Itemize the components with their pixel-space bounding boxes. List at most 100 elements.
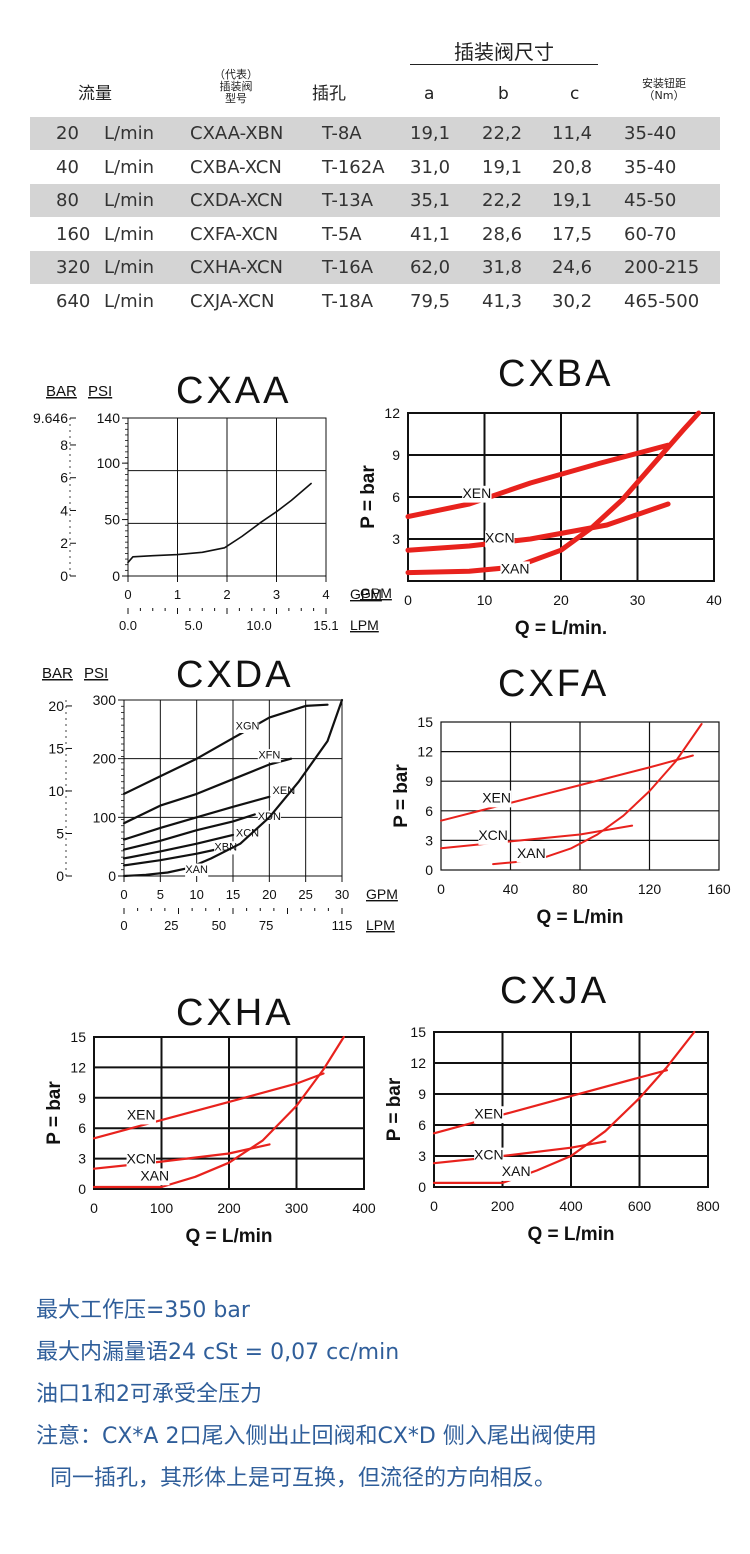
y-unit-bar: BAR — [46, 383, 77, 400]
col-header-torque: 安装钮距 （Nm） — [626, 78, 702, 102]
y-tick-label: 3 — [418, 1148, 426, 1164]
x-tick-label: 1 — [174, 587, 181, 602]
series-label-bg — [126, 1107, 156, 1125]
cell-flow: 80 — [56, 190, 79, 211]
size-group-underline — [410, 64, 598, 65]
series-line-xan — [122, 698, 344, 878]
series-label: XCN — [478, 827, 508, 843]
psi-tick-label: 100 — [93, 809, 117, 825]
series-line-xbn — [122, 847, 220, 867]
cell-flow: 640 — [56, 290, 91, 312]
x-tick-label: 200 — [491, 1198, 515, 1214]
col-header-c: c — [570, 84, 580, 104]
cell-cavity: T-16A — [322, 257, 374, 278]
size-group-header: 插装阀尺寸 — [454, 40, 554, 64]
cell-a: 62,0 — [410, 257, 451, 278]
x-tick-label: 200 — [217, 1200, 241, 1216]
table-row: 160 L/min CXFA-XCN T-5A 41,1 28,6 17,5 60-70 — [30, 218, 720, 251]
cell-torque: 60-70 — [624, 223, 677, 245]
x-tick-label: 4 — [322, 587, 329, 602]
x-tick-label: 100 — [150, 1200, 174, 1216]
series-line-xgn — [122, 703, 329, 795]
col-header-b: b — [498, 84, 509, 104]
y-tick-label: 9 — [78, 1090, 86, 1106]
charts-canvas: 0 1 2 3 40.0 5.0 10.0 15.1GPMLPM1401005009.6468… — [33, 383, 731, 1247]
torque-header-line1: 安装钮距 — [642, 77, 686, 90]
y-tick-label: 3 — [78, 1151, 86, 1167]
bar-tick-label: 20 — [48, 698, 64, 714]
y-unit-psi: PSI — [88, 383, 112, 400]
cell-cavity: T-8A — [322, 123, 362, 144]
col-header-a: a — [424, 84, 435, 104]
bar-tick-label: 8 — [60, 437, 68, 453]
y-tick-label: 3 — [392, 531, 400, 547]
model-header-line1: （代表） — [214, 68, 258, 81]
y-axis-title: P = bar — [358, 465, 379, 529]
cell-a: 19,1 — [410, 123, 451, 144]
table-row: 320 L/min CXHA-XCN T-16A 62,0 31,8 24,6 200-215 — [30, 251, 720, 284]
series-line-curve — [127, 482, 312, 564]
y-tick-label: 6 — [425, 803, 433, 819]
x-axis-title: Q = L/min. — [515, 618, 607, 639]
chart-title-cxha: CXHA — [176, 992, 294, 1034]
bar-tick-label: 6 — [60, 470, 68, 486]
cell-b: 22,2 — [482, 190, 523, 211]
cell-model: CXDA-XCN — [190, 190, 284, 211]
note-leakage: 最大内漏量语24 cSt = 0,07 cc/min — [36, 1340, 400, 1365]
series-line-xen — [432, 1069, 668, 1135]
cell-a: 79,5 — [410, 290, 451, 312]
y-tick-label: 15 — [417, 714, 433, 730]
x-tick-label: 20 — [553, 592, 569, 608]
torque-header-line2: （Nm） — [643, 89, 685, 102]
y-tick-label: 3 — [425, 832, 433, 848]
y-unit-bar: BAR — [42, 665, 73, 682]
cell-model: CXAA-XBN — [190, 123, 284, 144]
cell-cavity: T-162A — [322, 156, 385, 178]
lpm-tick-label: 50 — [212, 918, 226, 933]
series-line-xcn — [122, 833, 235, 860]
lpm-tick-label: 0.0 — [119, 618, 137, 633]
x-tick-label: 80 — [572, 881, 588, 897]
cell-b: 19,1 — [482, 156, 523, 178]
bar-tick-label: 0 — [56, 868, 64, 884]
cell-b: 41,3 — [482, 290, 523, 312]
chart-cxaa: 0 1 2 3 4 0.0 5.0 10.0 15.1 GPM LPM 140 100 50 0 9.646 8… — [33, 383, 382, 633]
y-tick-label: 6 — [78, 1120, 86, 1136]
cell-unit: L/min — [104, 223, 155, 245]
lpm-tick-label: 25 — [164, 918, 178, 933]
x-tick-label: 160 — [707, 881, 731, 897]
cell-unit: L/min — [104, 257, 155, 278]
y-axis-title: P = bar — [391, 764, 412, 828]
series-line-xcn — [432, 1140, 607, 1165]
chart-title-cxja: CXJA — [500, 970, 610, 1012]
lpm-tick-label: 5.0 — [184, 618, 202, 633]
cell-cavity: T-18A — [322, 290, 374, 312]
series-label: XAN — [185, 864, 208, 876]
series-label-bg — [516, 845, 547, 863]
y-tick-label: 12 — [410, 1055, 426, 1071]
y-tick-label: 9 — [425, 773, 433, 789]
cell-flow: 40 — [56, 156, 79, 178]
series-label-bg — [485, 530, 515, 548]
x-tick-label: 300 — [285, 1200, 309, 1216]
series-label-bg — [474, 1106, 504, 1124]
series-label: XFN — [258, 750, 280, 762]
x-unit-gpm: GPM — [366, 886, 398, 902]
series-label-bg — [126, 1151, 156, 1169]
psi-tick-label: 0 — [108, 868, 116, 884]
series-label-bg — [500, 561, 530, 579]
series-label: XEN — [462, 485, 491, 501]
x-unit-lpm: LPM — [366, 917, 395, 933]
bar-tick-label: 9.646 — [33, 410, 68, 426]
x-tick-label: 5 — [157, 887, 164, 902]
x-axis-title: Q = L/min — [536, 907, 623, 928]
series-label: XBN — [214, 842, 237, 854]
series-label: XCN — [474, 1147, 504, 1163]
cell-torque: 35-40 — [624, 156, 677, 178]
x-tick-label: 20 — [262, 887, 276, 902]
y-tick-label: 15 — [70, 1029, 86, 1045]
series-line-xcn — [440, 824, 634, 850]
y-tick-label: 9 — [392, 447, 400, 463]
